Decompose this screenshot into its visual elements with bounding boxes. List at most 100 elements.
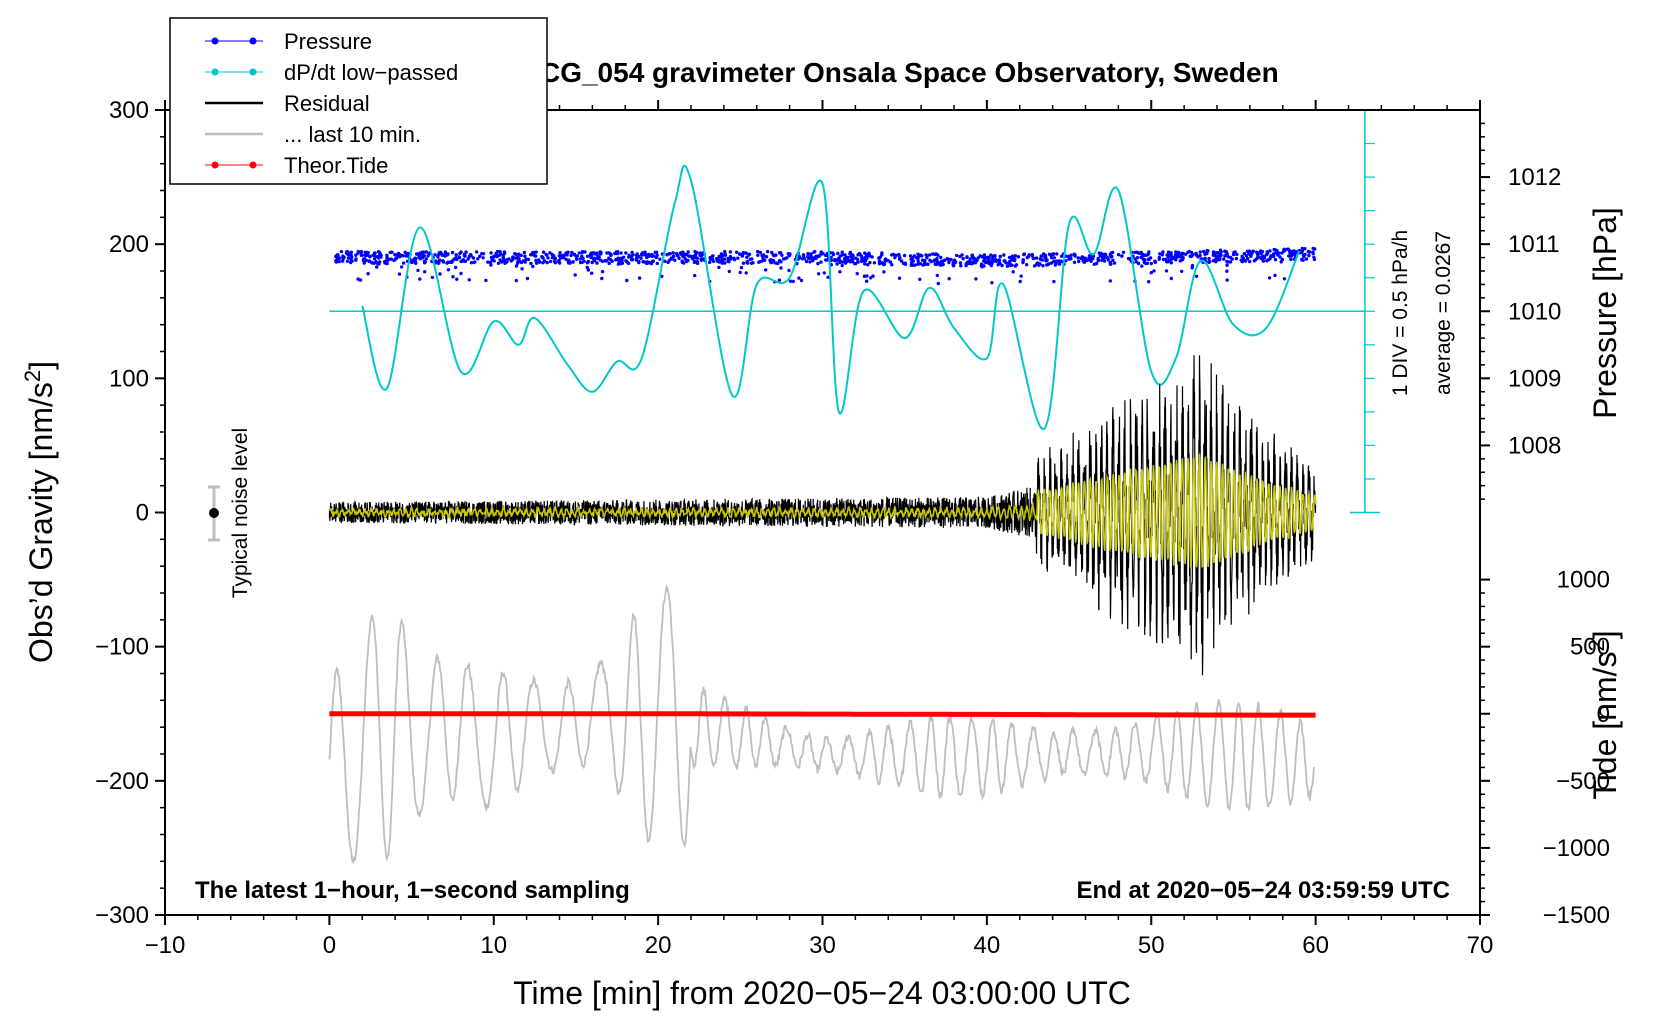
pressure-point — [1164, 269, 1169, 273]
pressure-point — [866, 263, 870, 267]
pressure-point — [401, 261, 406, 265]
pressure-point — [987, 256, 991, 260]
pressure-point — [799, 278, 804, 283]
pressure-point — [1069, 253, 1073, 257]
pressure-point — [975, 258, 979, 263]
pressure-point — [589, 251, 594, 255]
tide-tick-label: −500 — [1556, 768, 1610, 795]
pressure-point — [379, 253, 383, 257]
x-axis-label: Time [min] from 2020−05−24 03:00:00 UTC — [513, 975, 1131, 1011]
pressure-point — [859, 254, 864, 258]
pressure-point — [749, 261, 754, 265]
pressure-point — [378, 260, 382, 264]
y-tick-label: 300 — [109, 97, 149, 124]
pressure-point — [804, 259, 809, 264]
pressure-point — [989, 263, 993, 268]
pressure-point — [865, 274, 869, 278]
pressure-point — [535, 261, 539, 265]
pressure-point — [385, 253, 389, 257]
pressure-point — [671, 251, 675, 255]
pressure-point — [996, 263, 1000, 267]
pressure-point — [489, 263, 493, 267]
pressure-point — [359, 250, 364, 254]
pressure-point — [643, 250, 647, 254]
pressure-point — [1010, 263, 1014, 267]
pressure-point — [1187, 249, 1192, 254]
pressure-point — [498, 252, 503, 256]
pressure-point — [894, 253, 898, 257]
axes-layer: −10 0 10 20 30 40 50 60 70−300−200−1000100200300… — [95, 97, 1610, 959]
pressure-point — [459, 250, 463, 254]
pressure-point — [1287, 254, 1291, 258]
residual-line — [328, 355, 1317, 676]
pressure-point — [1247, 252, 1251, 256]
pressure-point — [1274, 248, 1278, 252]
pressure-point — [1243, 259, 1248, 263]
pressure-point — [649, 261, 654, 266]
pressure-point — [426, 254, 430, 258]
pressure-point — [1169, 276, 1174, 281]
pressure-point — [1022, 252, 1027, 256]
pressure-point — [463, 259, 468, 264]
pressure-point — [898, 256, 902, 260]
pressure-point — [1272, 254, 1276, 259]
legend-marker — [211, 161, 219, 169]
pressure-point — [1211, 252, 1216, 256]
pressure-point — [459, 271, 463, 276]
pressure-point — [469, 254, 473, 258]
pressure-point — [390, 250, 394, 254]
pressure-point — [376, 250, 381, 254]
pressure-point — [541, 250, 546, 254]
pressure-point — [843, 253, 847, 257]
pressure-point — [484, 278, 488, 283]
x-tick-label: 60 — [1302, 932, 1329, 959]
pressure-point — [457, 256, 462, 260]
pressure-point — [952, 258, 957, 262]
pressure-point — [610, 259, 614, 263]
pressure-point — [785, 256, 789, 260]
pressure-point — [418, 277, 422, 281]
pressure-point — [1280, 251, 1284, 255]
legend-label: Theor.Tide — [284, 153, 388, 178]
pressure-point — [617, 259, 621, 264]
pressure-point — [490, 258, 494, 262]
pressure-point — [368, 254, 372, 259]
pressure-point — [840, 253, 844, 257]
pressure-point — [976, 256, 980, 260]
pressure-point — [534, 254, 538, 258]
pressure-point — [949, 257, 953, 262]
pressure-point — [1255, 250, 1259, 254]
pressure-point — [397, 272, 402, 276]
pressure-point — [1018, 279, 1022, 284]
pressure-point — [1047, 252, 1052, 256]
pressure-point — [1300, 246, 1305, 251]
pressure-point — [913, 263, 917, 267]
pressure-point — [806, 251, 810, 256]
pressure-point — [455, 277, 459, 281]
tide-axis-label: Tide [nm/s2] — [1584, 630, 1623, 799]
pressure-point — [441, 259, 445, 263]
legend-box — [169, 17, 548, 185]
pressure-point — [888, 260, 893, 264]
pressure-point — [1077, 259, 1081, 264]
pressure-point — [1073, 253, 1077, 257]
pressure-point — [400, 253, 405, 258]
pressure-point — [903, 261, 907, 265]
pressure-point — [1217, 257, 1222, 261]
x-tick-label: 40 — [974, 932, 1001, 959]
pressure-point — [720, 254, 724, 259]
pressure-point — [486, 260, 490, 264]
pressure-point — [1276, 253, 1280, 257]
pressure-point — [472, 260, 476, 265]
pressure-point — [443, 252, 447, 257]
pressure-point — [1011, 270, 1015, 274]
x-tick-label: 20 — [645, 932, 672, 959]
pressure-point — [788, 279, 793, 283]
pressure-point — [1289, 254, 1294, 258]
pressure-point — [1153, 260, 1158, 264]
x-tick-label: 30 — [809, 932, 836, 959]
pressure-point — [1203, 256, 1207, 260]
pressure-point — [574, 257, 579, 261]
pressure-point — [616, 256, 620, 260]
pressure-point — [890, 253, 894, 257]
